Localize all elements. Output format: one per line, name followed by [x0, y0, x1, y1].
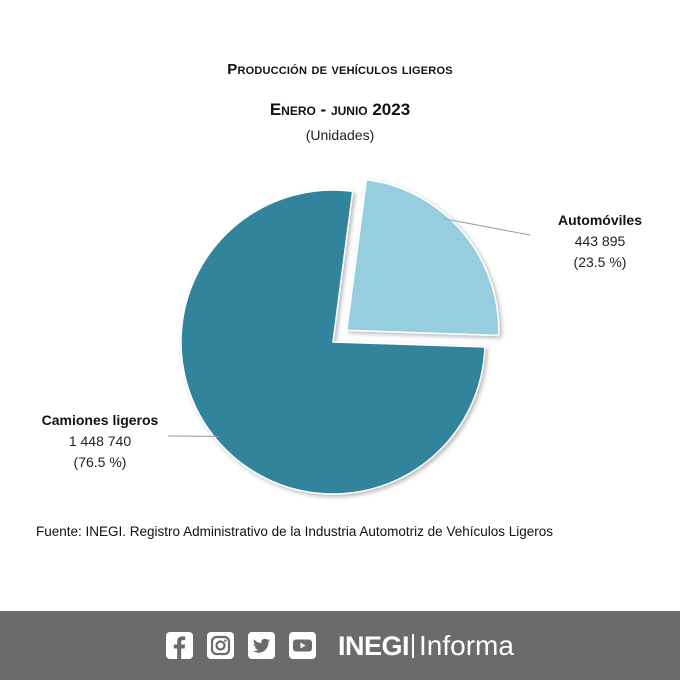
youtube-icon[interactable] [289, 632, 317, 659]
pie-slice-automoviles [345, 178, 500, 337]
label-camiones-percent: (76.5 %) [73, 454, 127, 470]
social-icons [166, 632, 317, 659]
brand-bold: INEGI [338, 630, 410, 661]
label-automoviles-value: 443 895 [574, 233, 626, 249]
label-camiones-value: 1 448 740 [68, 433, 132, 449]
brand-separator [412, 633, 415, 658]
facebook-icon[interactable] [166, 632, 194, 659]
label-camiones: Camiones ligeros 1 448 740 (76.5 %) [25, 410, 175, 473]
chart-units: (Unidades) [305, 127, 375, 143]
chart-period: Enero - junio 2023 [269, 100, 411, 119]
leader-automoviles [443, 218, 531, 236]
footer-bar: INEGI Informa [0, 611, 680, 680]
brand-light: Informa [419, 629, 514, 661]
label-automoviles: Automóviles 443 895 (23.5 %) [540, 210, 660, 273]
source-note: Fuente: INEGI. Registro Administrativo d… [36, 524, 554, 539]
label-automoviles-percent: (23.5 %) [573, 254, 627, 270]
pie-slice-camiones-ligeros [180, 189, 486, 495]
label-camiones-name: Camiones ligeros [41, 412, 159, 428]
chart-title: Producción de vehículos ligeros [227, 61, 453, 78]
label-automoviles-name: Automóviles [557, 212, 642, 228]
inegi-informa-logo: INEGI Informa [338, 630, 514, 662]
instagram-icon[interactable] [207, 632, 235, 659]
twitter-icon[interactable] [248, 632, 276, 659]
